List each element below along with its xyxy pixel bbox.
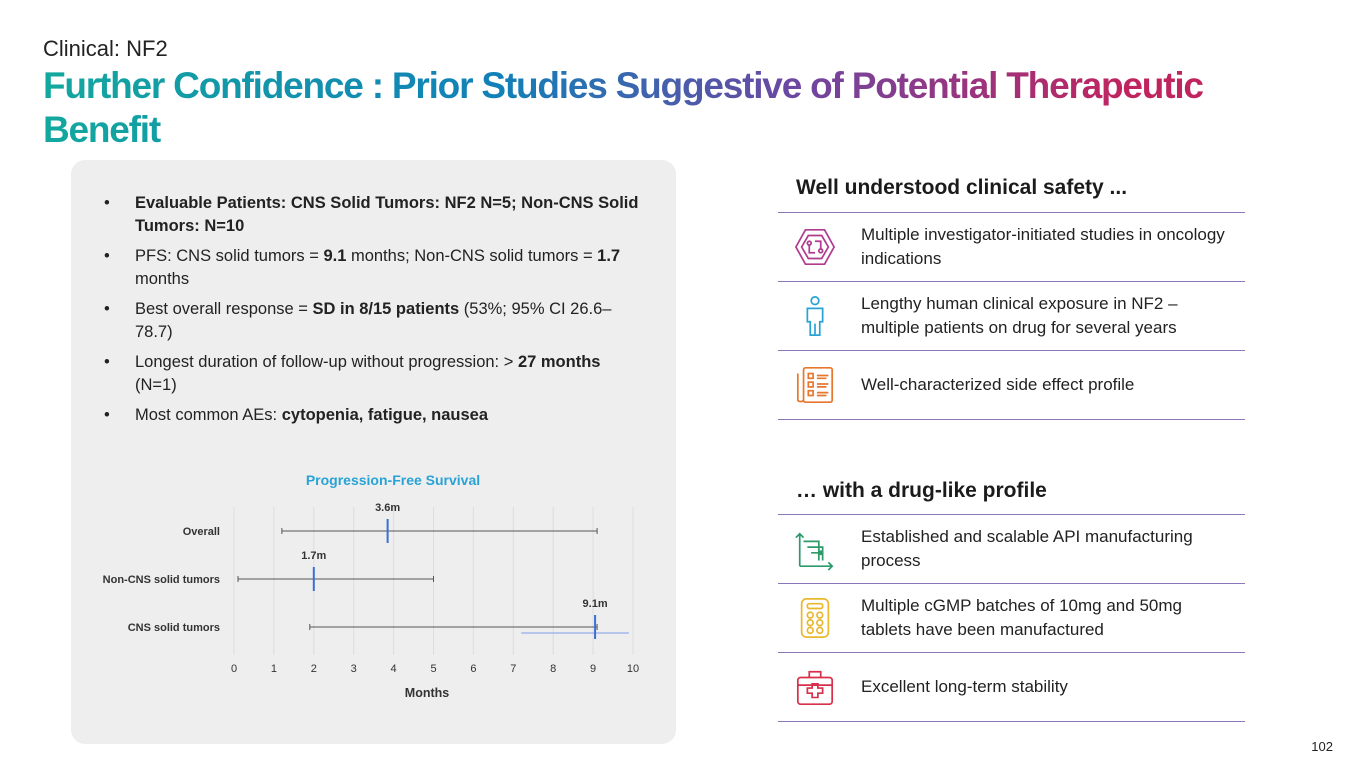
pfs-chart: Progression-Free Survival 0 1 2 3 4 5 6 7 8 9 10 Mon… xyxy=(103,472,639,700)
bullet-text: Evaluable Patients: CNS Solid Tumors: NF… xyxy=(135,194,639,235)
person-icon xyxy=(794,294,836,338)
x-tick-label: 5 xyxy=(430,663,436,675)
category-label: CNS solid tumors xyxy=(128,622,220,634)
x-tick-label: 0 xyxy=(231,663,237,675)
x-tick-label: 3 xyxy=(351,663,357,675)
bullet-text: 9.1 xyxy=(323,247,347,265)
checklist-icon xyxy=(794,363,836,407)
drug-heading: … with a drug-like profile xyxy=(796,479,1047,502)
page-title: Further Confidence : Prior Studies Sugge… xyxy=(43,64,1243,152)
bullet-item: Most common AEs: cytopenia, fatigue, nau… xyxy=(104,404,644,427)
feature-row: Excellent long-term stability xyxy=(778,652,1245,722)
bullet-text: Best overall response = xyxy=(135,300,313,318)
network-icon xyxy=(794,225,836,269)
bullet-item: Longest duration of follow-up without pr… xyxy=(104,351,644,397)
x-axis-label: Months xyxy=(405,686,449,700)
bullet-text: 27 months xyxy=(517,353,601,371)
bullet-text: months; Non-CNS solid tumors = xyxy=(346,247,598,265)
bullet-text: SD in 8/15 patients xyxy=(312,300,460,318)
process-chart-icon xyxy=(794,527,836,571)
feature-text: Multiple investigator-initiated studies … xyxy=(861,225,1225,268)
safety-list: Multiple investigator-initiated studies … xyxy=(778,212,1245,420)
x-tick-label: 4 xyxy=(391,663,397,675)
feature-row: Multiple investigator-initiated studies … xyxy=(778,212,1245,281)
feature-row: Well-characterized side effect profile xyxy=(778,350,1245,420)
x-tick-label: 8 xyxy=(550,663,556,675)
x-tick-label: 1 xyxy=(271,663,277,675)
feature-text: Lengthy human clinical exposure in NF2 –… xyxy=(861,294,1178,337)
bullet-text: months xyxy=(135,270,190,288)
bullet-item: Evaluable Patients: CNS Solid Tumors: NF… xyxy=(104,192,644,238)
x-tick-label: 9 xyxy=(590,663,596,675)
bullet-text: Most common AEs: xyxy=(135,406,282,424)
subtitle: Clinical: NF2 xyxy=(43,36,168,61)
feature-text: Excellent long-term stability xyxy=(861,677,1068,696)
bullet-text: PFS: CNS solid tumors = xyxy=(135,247,324,265)
chart-title: Progression-Free Survival xyxy=(306,472,480,488)
safety-heading: Well understood clinical safety ... xyxy=(796,176,1128,199)
bullet-text: (N=1) xyxy=(135,376,177,394)
x-tick-label: 7 xyxy=(510,663,516,675)
feature-text: Established and scalable API manufacturi… xyxy=(861,527,1193,570)
feature-row: Established and scalable API manufacturi… xyxy=(778,514,1245,583)
bullet-text: (53%; 95% CI 26.6–78.7) xyxy=(135,300,612,341)
bullet-list: Evaluable Patients: CNS Solid Tumors: NF… xyxy=(104,192,644,434)
data-label: 1.7m xyxy=(301,550,326,562)
pill-pack-icon xyxy=(794,596,836,640)
bullet-item: PFS: CNS solid tumors = 9.1 months; Non-… xyxy=(104,245,644,291)
feature-text: Multiple cGMP batches of 10mg and 50mg t… xyxy=(861,596,1182,639)
feature-row: Multiple cGMP batches of 10mg and 50mg t… xyxy=(778,583,1245,652)
data-label: 3.6m xyxy=(375,502,400,514)
category-label: Non-CNS solid tumors xyxy=(103,574,220,586)
medkit-icon xyxy=(794,665,836,709)
feature-row: Lengthy human clinical exposure in NF2 –… xyxy=(778,281,1245,350)
feature-text: Well-characterized side effect profile xyxy=(861,375,1135,394)
bullet-text: Longest duration of follow-up without pr… xyxy=(135,353,518,371)
data-label: 9.1m xyxy=(583,598,608,610)
drug-list: Established and scalable API manufacturi… xyxy=(778,514,1245,722)
page-number: 102 xyxy=(1311,739,1333,754)
x-tick-label: 2 xyxy=(311,663,317,675)
bullet-text: 1.7 xyxy=(597,247,621,265)
category-label: Overall xyxy=(183,526,220,538)
x-tick-label: 6 xyxy=(470,663,476,675)
bullet-item: Best overall response = SD in 8/15 patie… xyxy=(104,298,644,344)
x-tick-label: 10 xyxy=(627,663,639,675)
bullet-text: cytopenia, fatigue, nausea xyxy=(281,406,489,424)
